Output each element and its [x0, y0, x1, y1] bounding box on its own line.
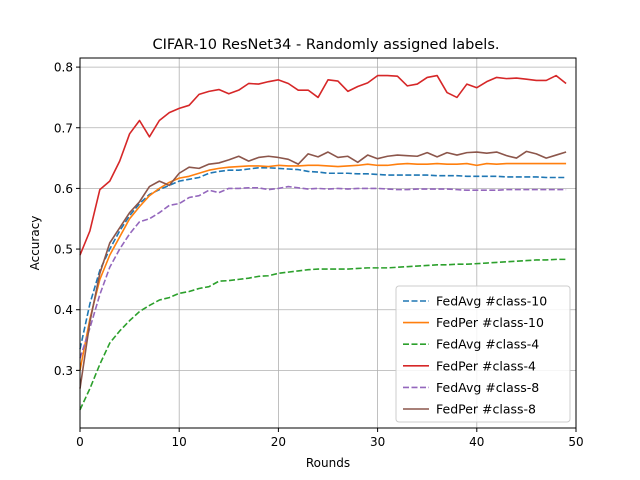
x-axis-label: Rounds — [306, 456, 350, 470]
legend: FedAvg #class-10 FedPer #class-10 FedAvg #… — [395, 285, 571, 423]
legend-label: FedPer #class-4 — [436, 358, 536, 373]
y-axis-label: Accuracy — [28, 216, 42, 271]
x-tick-label: 50 — [568, 435, 583, 449]
series-line-fedavg-class-10 — [79, 166, 567, 350]
plot-frame — [79, 57, 577, 429]
legend-box — [395, 285, 571, 423]
y-tick-label: 0.8 — [54, 61, 73, 75]
y-tick-label: 0.6 — [54, 182, 73, 196]
legend-label: FedPer #class-10 — [436, 315, 544, 330]
series-line-fedper-class-10 — [79, 162, 567, 371]
series-line-fedavg-class-8 — [79, 185, 567, 359]
x-tick-label: 40 — [469, 435, 484, 449]
x-tick-label: 0 — [76, 435, 84, 449]
x-tick-label: 10 — [172, 435, 187, 449]
y-tick-label: 0.7 — [54, 121, 73, 135]
legend-label: FedPer #class-8 — [436, 402, 536, 417]
y-tick-label: 0.5 — [54, 243, 73, 257]
series-lines — [79, 74, 567, 411]
y-tick-label: 0.3 — [54, 364, 73, 378]
x-tick-label: 20 — [271, 435, 286, 449]
x-tick-label: 30 — [370, 435, 385, 449]
legend-label: FedAvg #class-8 — [436, 380, 539, 395]
series-line-fedper-class-4 — [79, 74, 567, 256]
axis-ticks: 0 10 20 30 40 50 0.3 0.4 0.5 0.6 0.7 0.8 — [54, 61, 584, 449]
legend-label: FedAvg #class-4 — [436, 337, 539, 352]
legend-label: FedAvg #class-10 — [436, 294, 547, 309]
series-line-fedper-class-8 — [79, 150, 567, 389]
y-tick-label: 0.4 — [54, 303, 73, 317]
series-line-fedavg-class-4 — [79, 258, 567, 411]
chart-title: CIFAR-10 ResNet34 - Randomly assigned la… — [153, 37, 500, 53]
